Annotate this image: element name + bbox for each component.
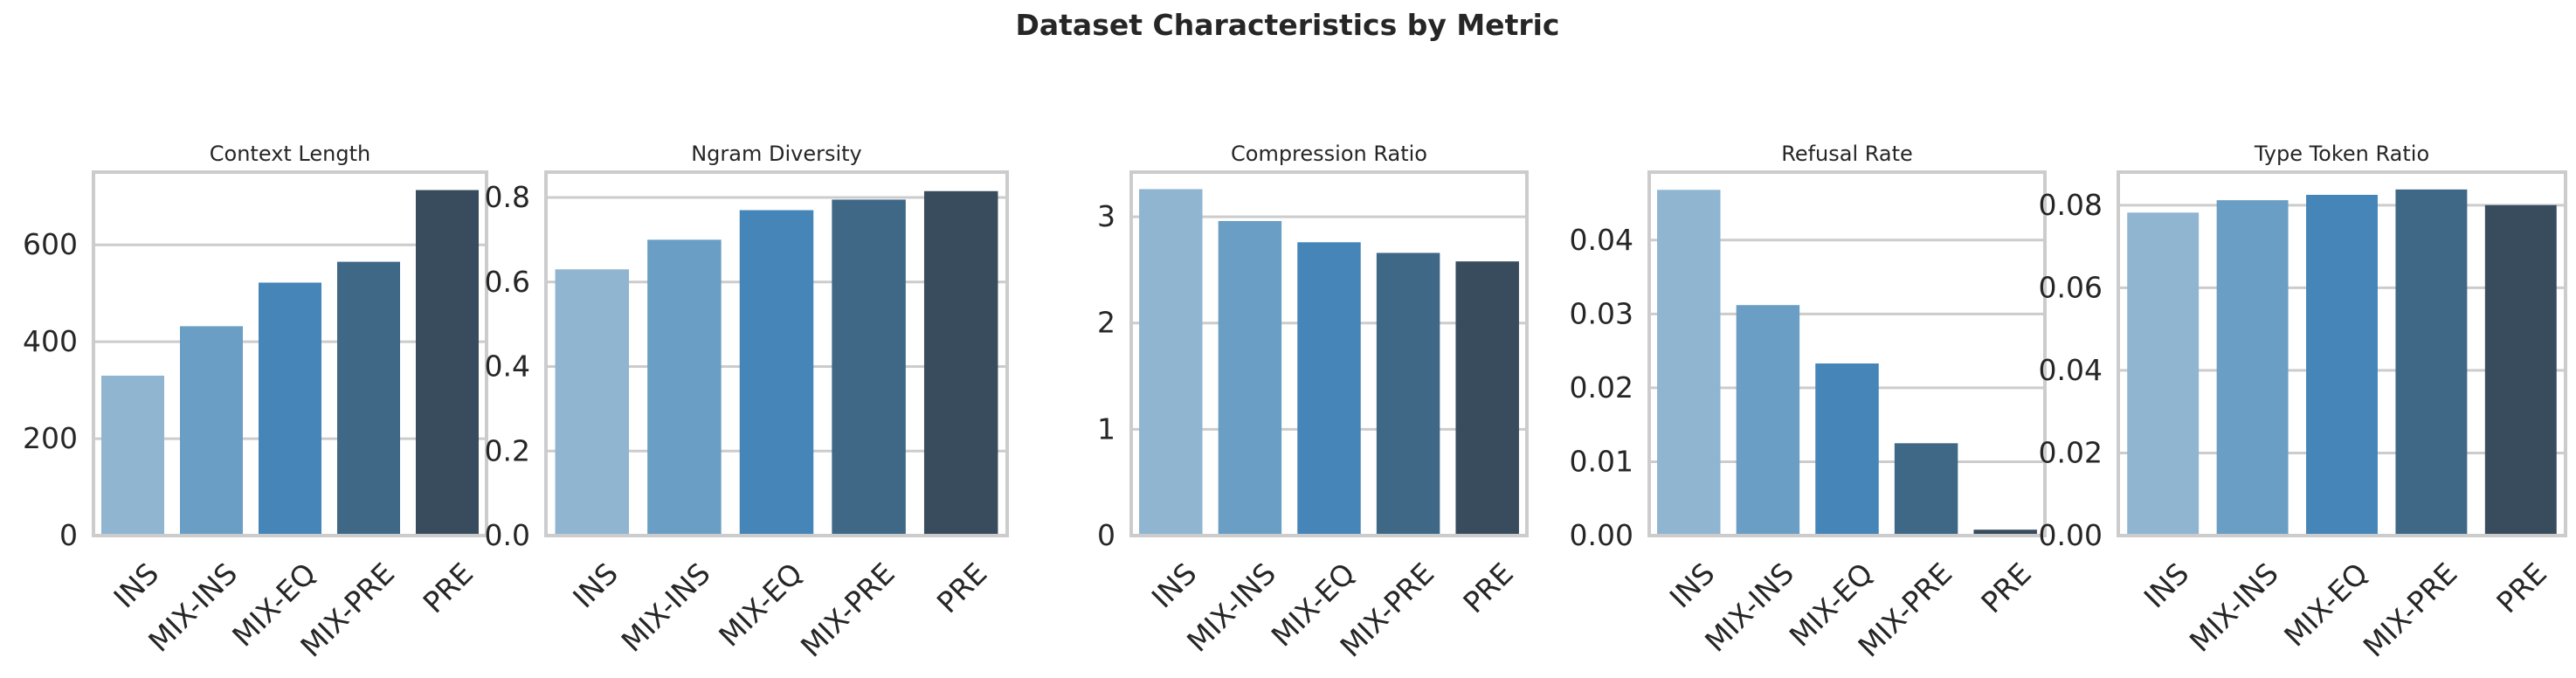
bar-ins <box>555 269 630 536</box>
y-tick-label: 0.06 <box>2039 270 2103 304</box>
y-tick-label: 0.2 <box>485 433 530 467</box>
y-tick-label: 600 <box>23 227 78 261</box>
x-tick-label: PRE <box>930 557 994 620</box>
y-tick-label: 3 <box>1097 199 1115 233</box>
x-tick-label: PRE <box>1974 557 2038 620</box>
bar-ins <box>1139 189 1203 536</box>
plot-frame <box>544 170 1009 537</box>
x-tick-label: INS <box>566 557 625 615</box>
y-tick-label: 400 <box>23 324 78 358</box>
y-tick-label: 2 <box>1097 306 1115 340</box>
bar-mix-eq <box>2306 195 2378 536</box>
figure-title: Dataset Characteristics by Metric <box>1015 8 1559 42</box>
x-tick-label: PRE <box>417 557 480 620</box>
y-tick-label: 0.03 <box>1570 296 1633 330</box>
x-tick-label: MIX-INS <box>142 557 244 659</box>
y-tick-label: 0.00 <box>2039 518 2103 552</box>
x-tick-label: MIX-PRE <box>2357 557 2464 664</box>
y-tick-label: 200 <box>23 421 78 455</box>
bar-ins <box>2127 212 2200 536</box>
y-tick-label: 0.08 <box>2039 188 2103 222</box>
y-tick-label: 0.02 <box>2039 435 2103 469</box>
y-tick-label: 0.04 <box>2039 353 2103 387</box>
x-tick-label: MIX-INS <box>1698 557 1800 659</box>
x-tick-label: MIX-INS <box>1180 557 1282 659</box>
bar-mix-pre <box>2395 189 2468 536</box>
y-tick-label: 0.04 <box>1570 223 1633 257</box>
x-tick-label: PRE <box>2490 557 2553 620</box>
x-tick-label: MIX-INS <box>2183 557 2285 659</box>
y-tick-label: 0.4 <box>485 349 530 384</box>
x-tick-label: MIX-PRE <box>794 557 901 664</box>
plot-frame <box>2117 170 2567 537</box>
y-tick-label: 0 <box>59 518 78 552</box>
y-tick-label: 0 <box>1097 518 1115 552</box>
bar-mix-ins <box>1736 305 1800 536</box>
bar-mix-eq <box>1815 363 1879 536</box>
panel-title: Context Length <box>210 142 370 166</box>
bar-mix-eq <box>259 282 321 536</box>
bar-mix-ins <box>1218 220 1282 536</box>
bar-pre <box>1973 529 2037 536</box>
bar-mix-pre <box>832 199 906 536</box>
x-tick-label: PRE <box>1456 557 1520 620</box>
x-tick-label: INS <box>1145 557 1204 615</box>
y-tick-label: 0.01 <box>1570 444 1633 478</box>
y-tick-label: 0.00 <box>1570 518 1633 552</box>
y-tick-label: 0.02 <box>1570 370 1633 405</box>
x-tick-label: INS <box>1663 557 1722 615</box>
bar-mix-eq <box>1297 242 1361 536</box>
plot-frame <box>1647 170 2047 537</box>
panel-title: Ngram Diversity <box>691 142 862 166</box>
bar-pre <box>923 190 998 536</box>
bar-pre <box>1455 261 1519 536</box>
bar-mix-pre <box>1894 443 1958 536</box>
panel-title: Refusal Rate <box>1781 142 1913 166</box>
panel-title: Compression Ratio <box>1231 142 1427 166</box>
bar-mix-pre <box>337 261 400 536</box>
bar-mix-ins <box>647 239 722 536</box>
panel-title: Type Token Ratio <box>2254 142 2429 166</box>
plot-frame <box>1129 170 1529 537</box>
bar-ins <box>101 375 164 536</box>
y-tick-label: 0.0 <box>485 518 530 552</box>
y-tick-label: 0.6 <box>485 265 530 299</box>
bar-mix-ins <box>180 326 243 536</box>
bar-ins <box>1657 190 1721 536</box>
x-tick-label: INS <box>2137 557 2196 615</box>
y-tick-label: 0.8 <box>485 180 530 214</box>
y-tick-label: 1 <box>1097 412 1115 446</box>
bar-mix-ins <box>2216 200 2289 536</box>
bar-pre <box>2484 204 2557 536</box>
bar-pre <box>416 190 479 536</box>
bar-mix-eq <box>739 210 814 536</box>
x-tick-label: MIX-INS <box>615 557 717 659</box>
panel-4: 0.000.010.020.030.04INSMIX-INSMIX-EQMIX-… <box>1570 142 2047 663</box>
panel-5: 0.000.020.040.060.08INSMIX-INSMIX-EQMIX-… <box>2039 142 2567 664</box>
plot-frame <box>92 170 488 537</box>
x-tick-label: INS <box>107 557 165 615</box>
bar-mix-pre <box>1376 253 1440 536</box>
